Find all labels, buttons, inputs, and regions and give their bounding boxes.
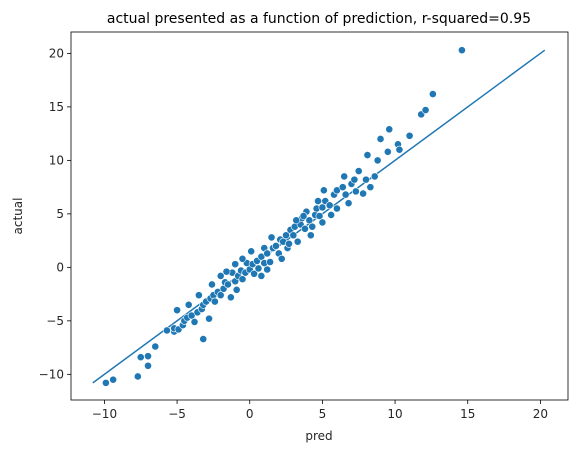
scatter-point bbox=[151, 342, 160, 351]
scatter-point bbox=[257, 272, 266, 280]
scatter-point bbox=[277, 254, 286, 263]
scatter-point bbox=[383, 147, 392, 156]
scatter-point bbox=[344, 199, 353, 208]
scatter-point bbox=[205, 314, 213, 323]
scatter-point bbox=[338, 183, 347, 192]
scatter-point bbox=[109, 375, 118, 384]
scatter-point bbox=[333, 204, 341, 213]
scatter-point bbox=[133, 372, 142, 381]
scatter-point bbox=[272, 242, 280, 250]
y-axis-label: actual bbox=[11, 198, 25, 235]
scatter-point bbox=[250, 269, 259, 278]
x-tick-label: −5 bbox=[168, 407, 186, 421]
scatter-point bbox=[350, 175, 359, 184]
scatter-point bbox=[292, 216, 301, 225]
scatter-point bbox=[325, 201, 334, 210]
scatter-point bbox=[376, 135, 385, 143]
scatter-point bbox=[306, 231, 315, 240]
x-tick-label: 15 bbox=[460, 407, 475, 421]
scatter-point bbox=[293, 237, 302, 246]
scatter-point bbox=[226, 293, 235, 302]
scatter-point bbox=[184, 300, 193, 309]
x-tick-label: 20 bbox=[533, 407, 548, 421]
scatter-point bbox=[210, 297, 219, 306]
scatter-point bbox=[199, 335, 208, 343]
scatter-point bbox=[458, 46, 466, 55]
x-tick-label: 0 bbox=[246, 407, 254, 421]
scatter-point bbox=[190, 318, 199, 326]
scatter-point bbox=[216, 291, 225, 300]
scatter-point bbox=[395, 145, 404, 154]
scatter-point bbox=[340, 172, 349, 181]
scatter-point bbox=[231, 260, 240, 269]
scatter-point bbox=[351, 187, 360, 196]
y-tick-label: 20 bbox=[49, 46, 64, 60]
y-tick-label: 5 bbox=[56, 207, 64, 221]
scatter-point bbox=[247, 247, 256, 256]
scatter-point bbox=[194, 291, 203, 300]
x-tick-label: 5 bbox=[319, 407, 327, 421]
scatter-point bbox=[359, 189, 367, 198]
x-axis-label: pred bbox=[305, 429, 332, 443]
scatter-point bbox=[327, 211, 336, 219]
scatter-point bbox=[421, 106, 430, 114]
scatter-point bbox=[305, 216, 314, 225]
scatter-point bbox=[238, 275, 247, 284]
scatter-point bbox=[254, 264, 263, 273]
scatter-point bbox=[301, 224, 309, 233]
scatter-point bbox=[285, 239, 293, 248]
scatter-point bbox=[163, 326, 171, 335]
x-tick-label: −10 bbox=[92, 407, 117, 421]
scatter-point bbox=[428, 90, 437, 98]
scatter-point bbox=[208, 280, 216, 289]
y-tick-label: −10 bbox=[39, 367, 64, 381]
scatter-point bbox=[144, 361, 152, 370]
scatter-point bbox=[101, 378, 110, 387]
scatter-point bbox=[385, 125, 394, 134]
scatter-point bbox=[289, 231, 298, 240]
scatter-point bbox=[266, 258, 274, 266]
scatter-point bbox=[318, 218, 327, 227]
scatter-point bbox=[373, 156, 382, 165]
x-tick-label: 10 bbox=[387, 407, 402, 421]
scatter-point bbox=[318, 203, 327, 212]
scatter-point bbox=[354, 167, 363, 175]
scatter-point bbox=[267, 233, 276, 242]
scatter-point bbox=[136, 353, 145, 362]
scatter-point bbox=[319, 186, 328, 195]
plot-area bbox=[92, 46, 546, 387]
scatter-point bbox=[341, 190, 350, 199]
scatter-point bbox=[224, 280, 232, 289]
y-tick-label: 10 bbox=[49, 153, 64, 167]
scatter-point bbox=[263, 249, 272, 258]
scatter-point bbox=[362, 175, 370, 184]
scatter-point bbox=[363, 151, 372, 159]
scatter-point bbox=[366, 183, 375, 192]
scatter-point bbox=[238, 254, 247, 263]
scatter-point bbox=[299, 212, 308, 220]
scatter-point bbox=[308, 222, 317, 231]
scatter-point bbox=[173, 306, 181, 315]
scatter-point bbox=[405, 131, 414, 140]
scatter-point bbox=[216, 272, 225, 280]
scatter-point bbox=[232, 285, 241, 294]
x-axis: −10 −5 0 5 10 15 20 bbox=[92, 400, 548, 421]
y-tick-label: −5 bbox=[46, 314, 64, 328]
plot-frame bbox=[70, 31, 569, 401]
y-tick-label: 15 bbox=[49, 100, 64, 114]
y-axis: −10 −5 0 5 10 15 20 bbox=[39, 46, 71, 381]
y-tick-label: 0 bbox=[56, 260, 64, 274]
scatter-point bbox=[144, 352, 152, 361]
scatter-point bbox=[370, 172, 379, 181]
scatter-point bbox=[222, 267, 231, 276]
scatter-point bbox=[314, 197, 322, 205]
scatter-point bbox=[263, 265, 272, 274]
scatter-point bbox=[315, 212, 324, 220]
chart-title: actual presented as a function of predic… bbox=[107, 11, 531, 27]
